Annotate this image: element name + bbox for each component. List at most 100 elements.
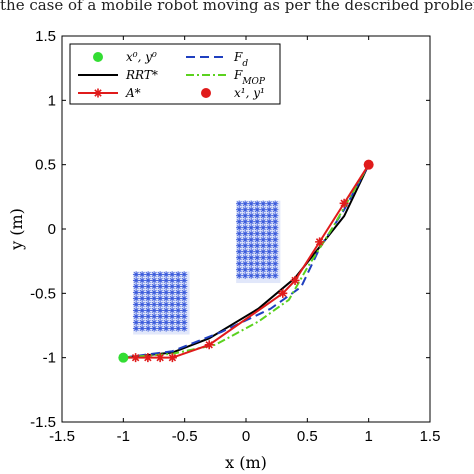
x-tick-label: -1.5 xyxy=(49,428,75,445)
obstacle-marker xyxy=(150,289,158,296)
obstacle-marker xyxy=(241,272,249,279)
obstacle-marker xyxy=(247,266,255,273)
obstacle-marker xyxy=(253,230,261,237)
obstacle-marker xyxy=(150,301,158,308)
obstacle-marker xyxy=(180,313,188,320)
obstacle-marker xyxy=(241,230,249,237)
obstacle-marker xyxy=(174,301,182,308)
obstacle-marker xyxy=(168,283,176,290)
obstacle-marker xyxy=(241,224,249,231)
obstacle-marker xyxy=(247,260,255,267)
obstacle-marker xyxy=(247,230,255,237)
obstacle-marker xyxy=(265,248,273,255)
y-axis-label: y (m) xyxy=(7,208,26,251)
obstacle-marker xyxy=(235,224,243,231)
obstacle-marker xyxy=(271,218,279,225)
obstacle-marker xyxy=(180,307,188,314)
obstacle-marker xyxy=(253,242,261,249)
series-f-mop xyxy=(123,164,370,359)
obstacle-marker xyxy=(132,295,140,302)
obstacle-marker xyxy=(144,289,152,296)
obstacle-marker xyxy=(150,283,158,290)
y-tick-label: 0.5 xyxy=(35,157,56,174)
series-point xyxy=(363,159,374,170)
obstacle-marker xyxy=(162,271,170,278)
series-point-marker xyxy=(204,340,214,350)
obstacle-marker xyxy=(162,319,170,326)
obstacle-marker xyxy=(247,206,255,213)
obstacle-marker xyxy=(247,242,255,249)
obstacle-marker xyxy=(235,206,243,213)
obstacle-marker xyxy=(253,248,261,255)
obstacle-marker xyxy=(235,212,243,219)
obstacle-marker xyxy=(162,301,170,308)
obstacle-marker xyxy=(132,289,140,296)
obstacle-marker xyxy=(235,230,243,237)
legend-label: RRT* xyxy=(125,68,158,82)
legend-entry: RRT* xyxy=(78,68,158,82)
obstacle-marker xyxy=(132,271,140,278)
series-point-marker xyxy=(155,353,165,363)
obstacle-marker xyxy=(259,224,267,231)
obstacle-marker xyxy=(168,313,176,320)
obstacle-marker xyxy=(241,248,249,255)
obstacle-marker xyxy=(253,266,261,273)
series-rrt- xyxy=(123,164,370,359)
obstacle-marker xyxy=(144,313,152,320)
obstacle-marker xyxy=(265,200,273,207)
obstacle-marker xyxy=(168,271,176,278)
obstacle-marker xyxy=(144,319,152,326)
obstacle-marker xyxy=(156,271,164,278)
obstacle-marker xyxy=(156,277,164,284)
legend-entry: x⁰, y⁰ xyxy=(93,50,157,64)
obstacle-marker xyxy=(259,248,267,255)
obstacles-layer xyxy=(132,200,281,335)
obstacle-marker xyxy=(265,230,273,237)
obstacle-marker xyxy=(156,283,164,290)
series-point-marker xyxy=(290,275,300,285)
x-tick-label: 1 xyxy=(364,428,372,445)
obstacle-marker xyxy=(271,242,279,249)
obstacle-marker xyxy=(168,325,176,332)
obstacle-marker xyxy=(271,230,279,237)
obstacle-marker xyxy=(241,260,249,267)
obstacle-marker xyxy=(180,283,188,290)
obstacle-marker xyxy=(138,271,146,278)
obstacle-marker xyxy=(241,206,249,213)
obstacle-marker xyxy=(132,319,140,326)
obstacle-marker xyxy=(150,319,158,326)
obstacle-marker xyxy=(235,248,243,255)
obstacle-marker xyxy=(162,283,170,290)
obstacle-marker xyxy=(150,307,158,314)
legend-label: A* xyxy=(125,86,141,100)
obstacle-marker xyxy=(138,307,146,314)
obstacle-marker xyxy=(156,313,164,320)
legend-marker xyxy=(93,88,103,98)
series-point-marker xyxy=(315,237,325,247)
obstacle-marker xyxy=(162,277,170,284)
x-tick-label: -0.5 xyxy=(172,428,198,445)
obstacle-marker xyxy=(150,295,158,302)
obstacle-marker xyxy=(138,319,146,326)
legend-entry: x¹, y¹ xyxy=(201,86,265,100)
obstacle-marker xyxy=(174,277,182,284)
obstacle-marker xyxy=(174,295,182,302)
obstacle-marker xyxy=(253,272,261,279)
series-line xyxy=(123,164,370,359)
series-x-y- xyxy=(118,352,129,363)
obstacle-marker xyxy=(150,271,158,278)
obstacle-marker xyxy=(271,254,279,261)
obstacle-marker xyxy=(235,236,243,243)
obstacle-marker xyxy=(271,212,279,219)
obstacle-marker xyxy=(174,271,182,278)
obstacle-marker xyxy=(174,307,182,314)
y-tick-label: -0.5 xyxy=(30,285,56,302)
obstacle-marker xyxy=(241,200,249,207)
obstacle-marker xyxy=(235,242,243,249)
obstacle-marker xyxy=(180,325,188,332)
obstacle-marker xyxy=(241,242,249,249)
obstacle-marker xyxy=(235,272,243,279)
obstacle-marker xyxy=(247,248,255,255)
